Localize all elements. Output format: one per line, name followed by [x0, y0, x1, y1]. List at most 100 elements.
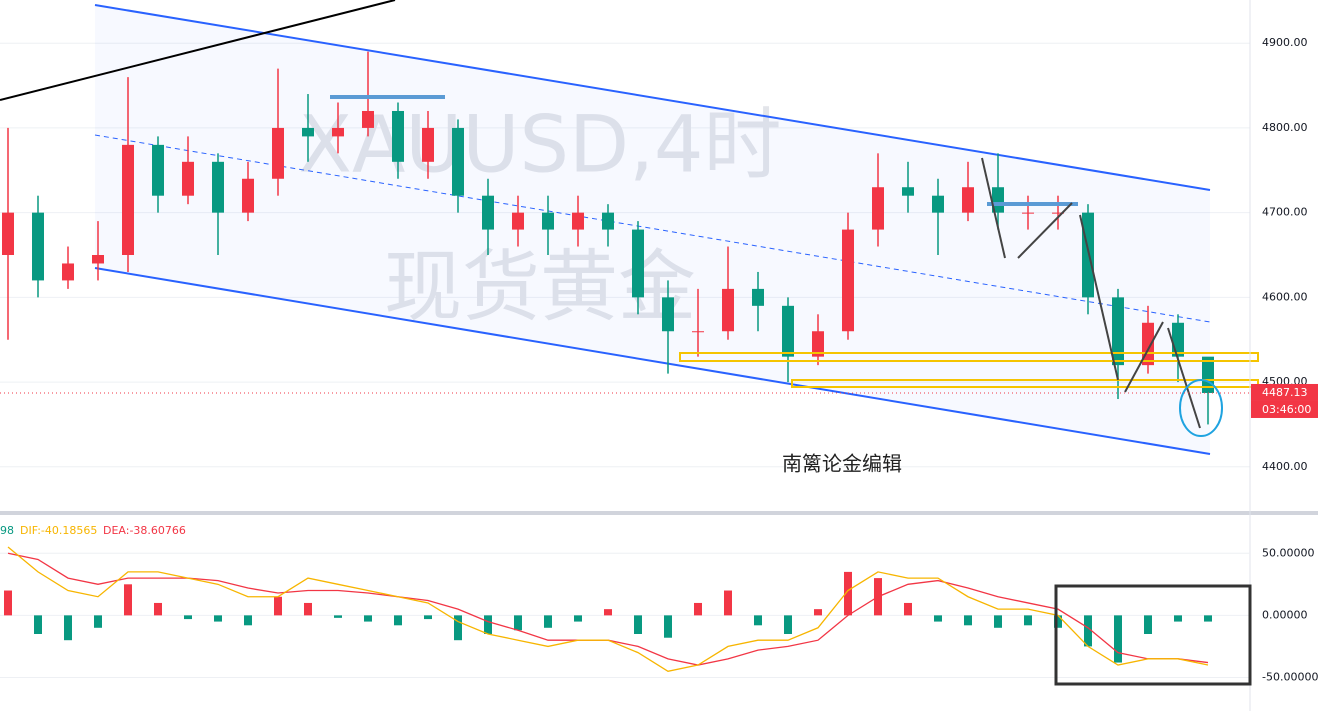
macd-bar: [424, 615, 432, 620]
countdown-label: 03:46:00: [1262, 403, 1311, 416]
candle-body: [272, 127, 284, 179]
candle-body: [662, 297, 674, 332]
candle-body: [1052, 212, 1064, 214]
y-tick-label: 4400.00: [1262, 460, 1308, 473]
macd-bar: [1024, 615, 1032, 626]
last-price-label: 4487.13: [1262, 386, 1308, 399]
macd-bar: [1204, 615, 1212, 622]
candles: [2, 51, 1214, 425]
candle-body: [542, 212, 554, 230]
macd-bar: [694, 602, 702, 616]
macd-bar: [214, 615, 222, 622]
macd-bar: [844, 571, 852, 616]
y-tick-label: 4900.00: [1262, 36, 1308, 49]
dea-label: DEA:-38.60766: [103, 524, 186, 537]
candle-body: [362, 110, 374, 128]
arrow: [1124, 321, 1164, 393]
macd-bar: [274, 596, 282, 616]
arrow: [1017, 202, 1073, 259]
countdown-tag: [1251, 400, 1318, 418]
grid: [0, 42, 1250, 468]
macd-bar: [244, 615, 252, 626]
macd-bar: [544, 615, 552, 628]
candle-body: [512, 212, 524, 230]
highlight-box: [1054, 584, 1252, 686]
last-price-tag: [1251, 383, 1318, 401]
candle-body: [152, 144, 164, 196]
macd-bar: [94, 615, 102, 628]
candle-body: [302, 127, 314, 137]
macd-bar: [1114, 615, 1122, 663]
macd-bar: [904, 602, 912, 616]
candle-body: [32, 212, 44, 281]
zone-box: [679, 352, 1259, 362]
y-tick-label: 4800.00: [1262, 121, 1308, 134]
candle-body: [992, 187, 1004, 213]
macd-bar: [1084, 615, 1092, 647]
y-tick-label: 0.00000: [1262, 608, 1308, 621]
candle-body: [422, 127, 434, 162]
candle-body: [1022, 212, 1034, 214]
y-tick-label: -50.00000: [1262, 670, 1318, 683]
candle-body: [602, 212, 614, 230]
channel-upper: [94, 4, 1211, 191]
arrows: [981, 157, 1201, 429]
candle-body: [392, 110, 404, 162]
annotation: 南篱论金编辑: [782, 452, 902, 476]
candle-body: [482, 195, 494, 230]
zone-box: [791, 379, 1259, 388]
macd-bar: [454, 615, 462, 641]
candle-body: [872, 187, 884, 230]
y-tick-label: 4600.00: [1262, 290, 1308, 303]
macd-bar: [484, 615, 492, 634]
macd-bar: [334, 615, 342, 618]
macd-bar: [994, 615, 1002, 628]
arrow: [1079, 214, 1119, 381]
candle-body: [932, 195, 944, 213]
candle-body: [122, 144, 134, 255]
macd-bar: [964, 615, 972, 626]
candle-body: [1082, 212, 1094, 298]
candle-body: [722, 288, 734, 332]
candle-body: [782, 305, 794, 357]
macd-bar: [184, 615, 192, 620]
dif-line: [7, 546, 1209, 672]
macd-bar: [154, 602, 162, 616]
dif-label: DIF:-40.18565: [20, 524, 97, 537]
y-tick-label: 50.00000: [1262, 546, 1315, 559]
macd-bar: [784, 615, 792, 634]
trend-line: [0, 0, 396, 101]
macd-bar: [34, 615, 42, 634]
macd-bar: [364, 615, 372, 622]
arrow: [981, 157, 1006, 259]
macd-bar: [604, 609, 612, 616]
macd-bar: [304, 602, 312, 616]
macd-bar: [124, 584, 132, 616]
macd-bar: [814, 609, 822, 616]
candle-body: [242, 178, 254, 213]
candle-body: [902, 187, 914, 196]
macd-header: 98: [0, 524, 14, 537]
candle-body: [842, 229, 854, 332]
watermark-title: XAUUSD,4时: [299, 100, 782, 190]
channel-lower: [94, 267, 1211, 455]
macd-bar: [1054, 615, 1062, 628]
candle-body: [62, 263, 74, 281]
candle-body: [692, 331, 704, 333]
candle-body: [182, 161, 194, 196]
macd-bar: [664, 615, 672, 638]
candle-body: [452, 127, 464, 196]
macd-bar: [754, 615, 762, 626]
candle-body: [962, 187, 974, 213]
arrow: [1167, 327, 1201, 429]
macd-bar: [1144, 615, 1152, 634]
candle-body: [92, 255, 104, 264]
candle-body: [332, 127, 344, 137]
candle-body: [812, 331, 824, 357]
y-tick-label: 4700.00: [1262, 206, 1308, 219]
candle-body: [572, 212, 584, 230]
macd-bar: [634, 615, 642, 634]
macd-bar: [574, 615, 582, 622]
